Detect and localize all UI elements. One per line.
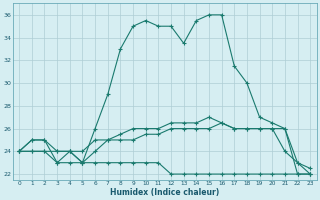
X-axis label: Humidex (Indice chaleur): Humidex (Indice chaleur) [110,188,219,197]
